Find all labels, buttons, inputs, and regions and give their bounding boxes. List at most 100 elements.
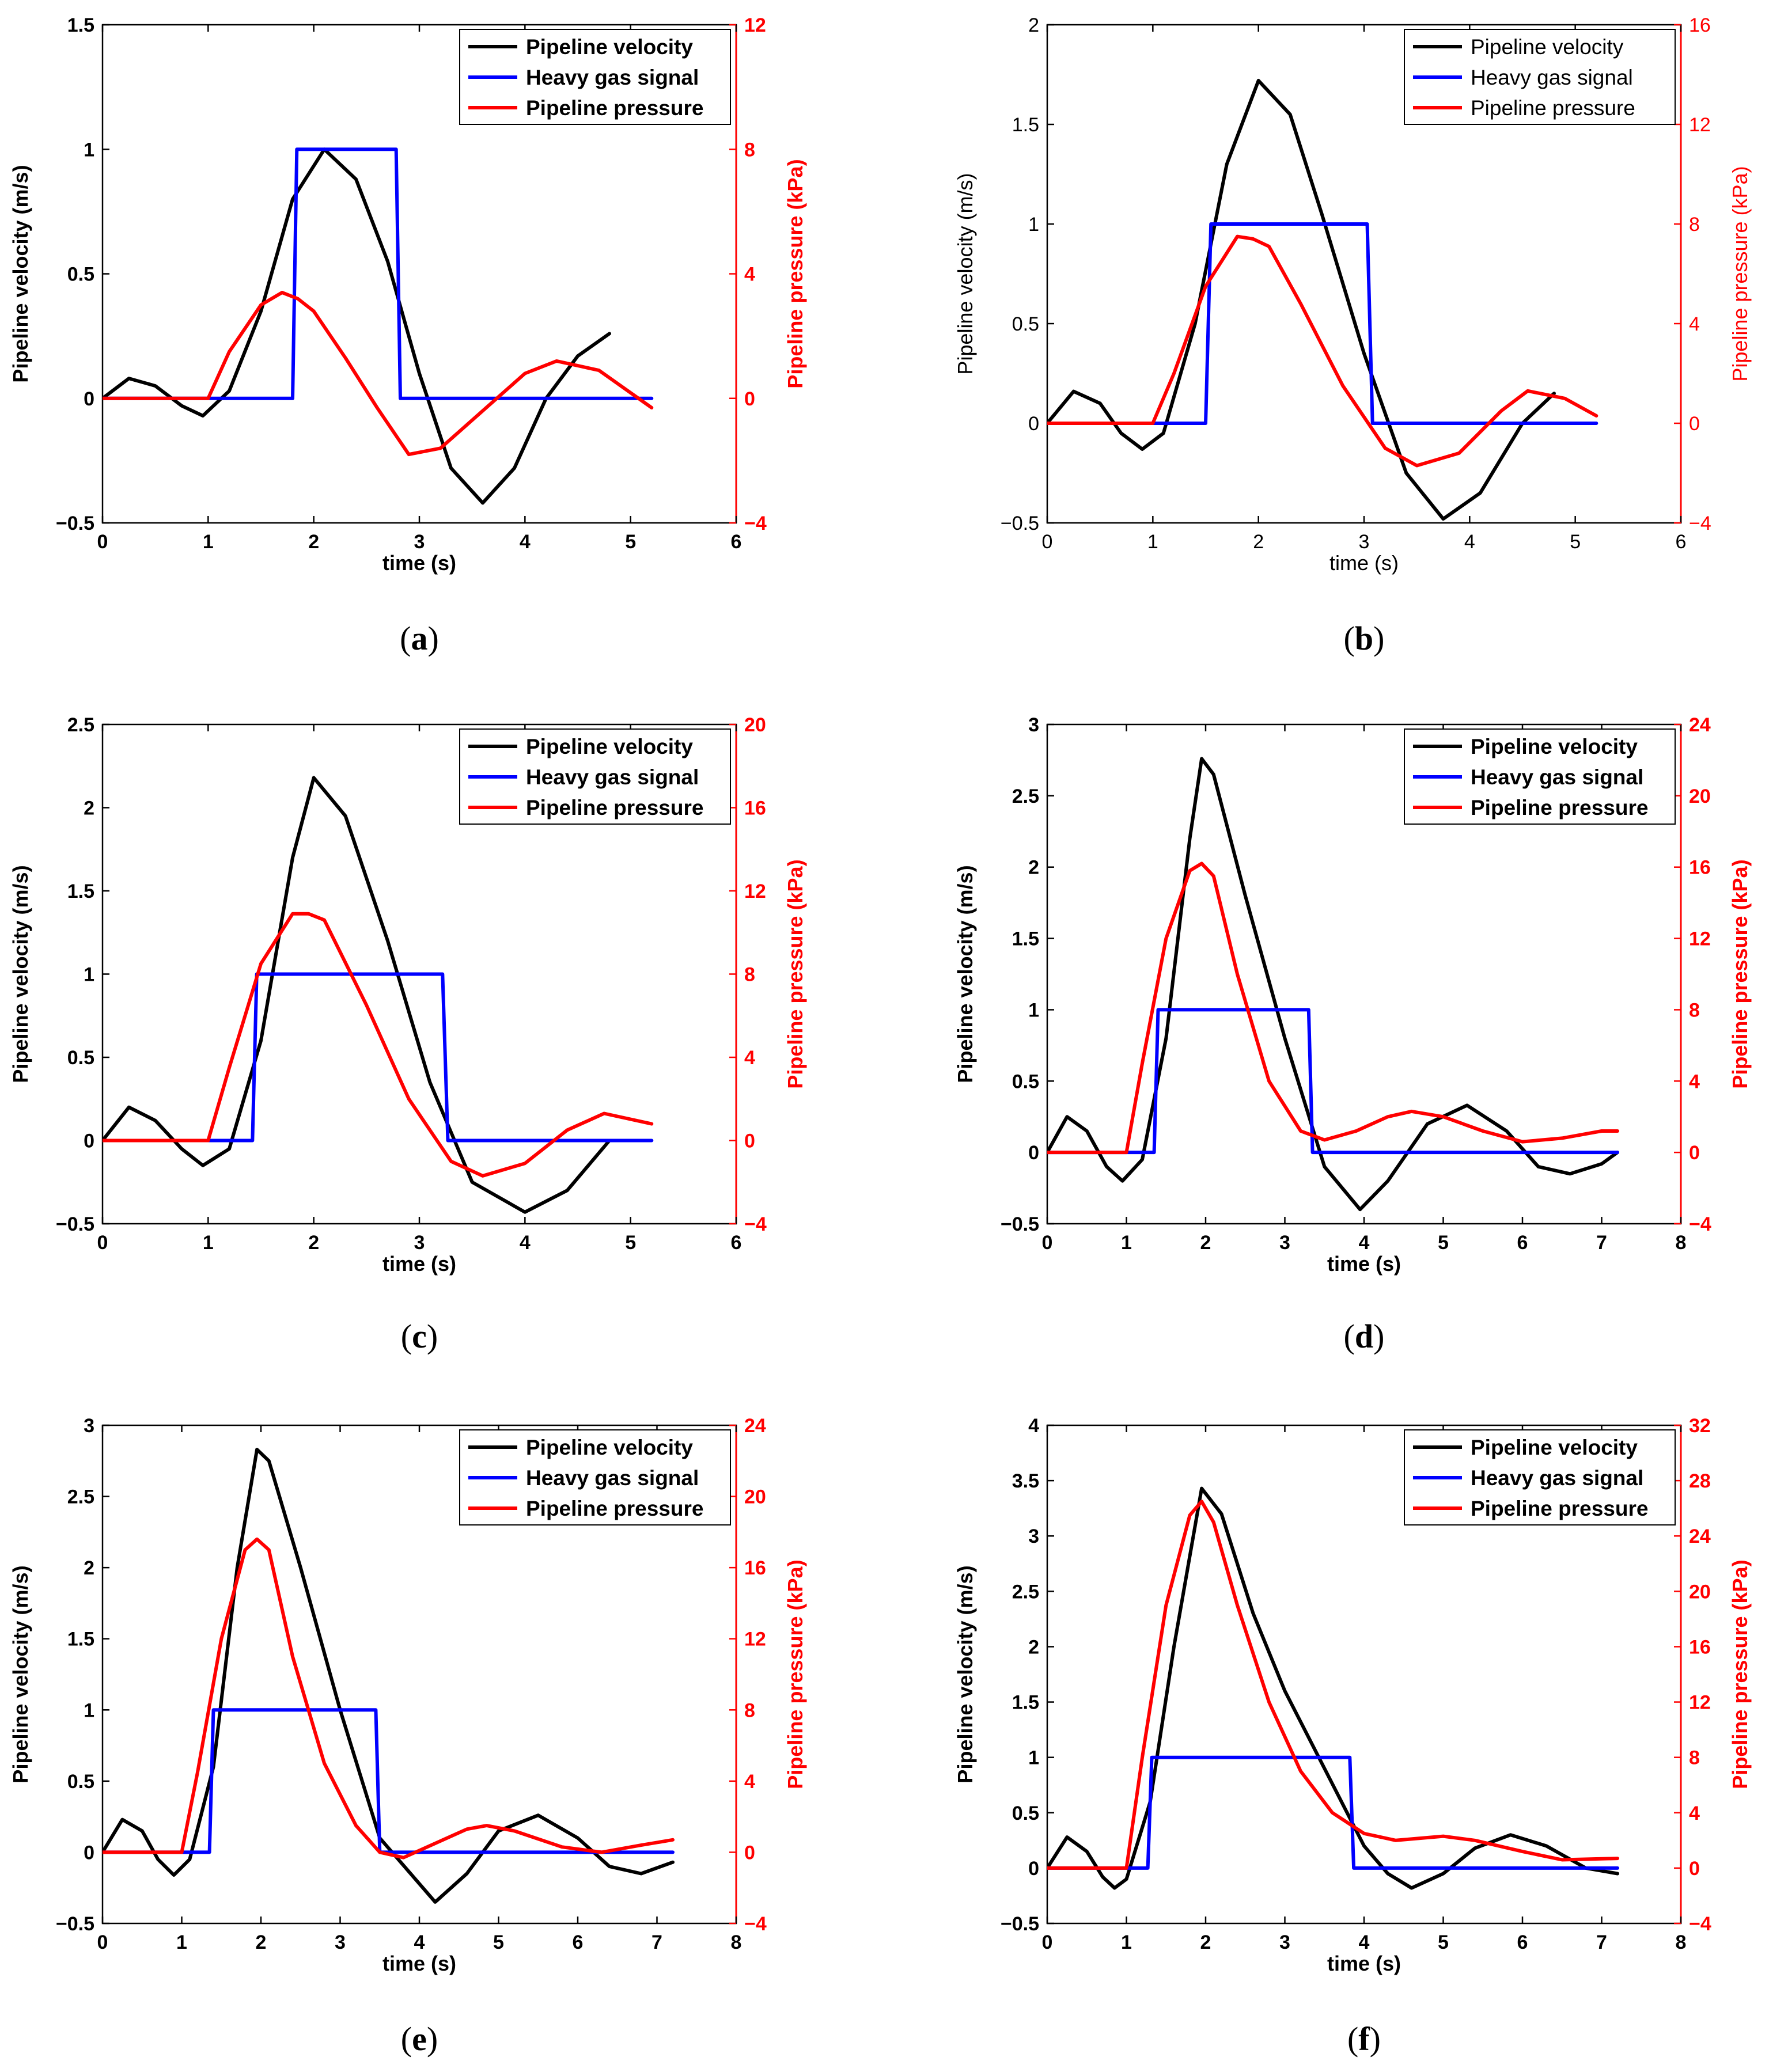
legend-label: Pipeline pressure	[526, 96, 703, 120]
subfigure-caption: (a)	[400, 620, 439, 657]
series-line-pipeline-pressure	[1047, 234, 1598, 468]
series-line-pipeline-velocity	[103, 147, 611, 505]
y2-tick-label: 24	[1689, 714, 1711, 736]
y-tick-label: 3	[84, 1415, 94, 1437]
y2-tick-label: 8	[744, 964, 755, 986]
y2-tick-label: 20	[744, 1486, 766, 1508]
subfigure-caption: (d)	[1344, 1318, 1385, 1355]
x-tick-label: 4	[1359, 1232, 1370, 1254]
y-tick-label: 1	[1028, 214, 1039, 236]
y-tick-label: 2	[1028, 14, 1039, 36]
legend-label: Pipeline velocity	[1471, 735, 1638, 758]
y-axis-label: Pipeline velocity (m/s)	[9, 1565, 32, 1783]
series-line-heavy-gas-signal	[103, 972, 654, 1143]
y2-tick-label: 4	[1689, 313, 1700, 335]
x-tick-label: 4	[414, 1931, 425, 1953]
x-tick-label: 5	[493, 1931, 504, 1953]
y-tick-label: 0.5	[1012, 1802, 1039, 1824]
series-line-pipeline-velocity	[1047, 757, 1619, 1212]
chart-d: 0 1 2 3 4 5 6 7 8−0.500.511.522.53−404812162024t…	[953, 714, 1752, 1355]
y2-tick-label: −4	[744, 1913, 767, 1935]
x-tick-label: 3	[335, 1931, 346, 1953]
series-line-heavy-gas-signal	[103, 147, 654, 400]
y-tick-label: 0.5	[67, 1047, 94, 1069]
x-tick-label: 2	[1200, 1931, 1211, 1953]
series-line-heavy-gas-signal	[1047, 1755, 1619, 1870]
y-tick-label: 3	[1028, 714, 1039, 736]
x-axis-label: time (s)	[1327, 1952, 1401, 1975]
x-axis-label: time (s)	[382, 1952, 456, 1975]
x-tick-label: 0	[1042, 1931, 1053, 1953]
legend-label: Pipeline pressure	[1471, 796, 1648, 819]
series-line-heavy-gas-signal	[1047, 222, 1598, 425]
subfigure-caption: (f)	[1347, 2020, 1381, 2058]
y-tick-label: 1	[1028, 999, 1039, 1021]
series-line-pipeline-pressure	[103, 1537, 675, 1860]
y2-tick-label: 12	[1689, 114, 1711, 136]
y2-tick-label: 4	[744, 1771, 755, 1793]
y-tick-label: 1.5	[67, 14, 94, 36]
x-tick-label: 8	[731, 1931, 742, 1953]
y2-tick-label: 0	[1689, 1858, 1700, 1880]
legend-label: Heavy gas signal	[526, 1466, 699, 1490]
x-tick-label: 3	[414, 531, 425, 553]
legend-label: Heavy gas signal	[526, 765, 699, 789]
y2-tick-label: 12	[1689, 1692, 1711, 1714]
x-tick-label: 7	[1596, 1931, 1607, 1953]
y-tick-label: 1.5	[1012, 114, 1039, 136]
legend-label: Pipeline pressure	[1471, 96, 1635, 120]
x-tick-label: 2	[256, 1931, 267, 1953]
y-axis-label: Pipeline velocity (m/s)	[9, 165, 32, 382]
series-line-pipeline-velocity	[103, 1448, 675, 1904]
x-tick-label: 1	[1121, 1232, 1132, 1254]
x-tick-label: 0	[97, 1232, 108, 1254]
y-axis-label: Pipeline velocity (m/s)	[953, 865, 977, 1083]
x-axis-label: time (s)	[1327, 1252, 1401, 1276]
x-tick-label: 6	[731, 531, 742, 553]
y2-tick-label: 16	[1689, 857, 1711, 879]
y2-tick-label: 12	[744, 1629, 766, 1650]
series-line-heavy-gas-signal	[103, 1708, 675, 1854]
y-tick-label: 0.5	[1012, 1071, 1039, 1092]
y2-tick-label: 16	[1689, 1636, 1711, 1658]
y2-tick-label: 16	[744, 798, 766, 819]
x-tick-label: 5	[1570, 531, 1581, 553]
x-tick-label: 1	[203, 531, 214, 553]
x-tick-label: 6	[1517, 1232, 1528, 1254]
legend-label: Heavy gas signal	[1471, 66, 1633, 89]
y-tick-label: 0	[1028, 1142, 1039, 1164]
x-tick-label: 3	[1279, 1232, 1290, 1254]
y-tick-label: 1	[84, 1699, 94, 1721]
x-tick-label: 4	[1464, 531, 1475, 553]
x-tick-label: 2	[308, 531, 319, 553]
y2-tick-label: 8	[744, 1699, 755, 1721]
y-tick-label: −0.5	[1001, 1213, 1039, 1235]
y-tick-label: 0	[84, 1130, 94, 1152]
legend-label: Pipeline velocity	[526, 35, 693, 59]
y-tick-label: 0	[1028, 1858, 1039, 1880]
legend-label: Heavy gas signal	[526, 66, 699, 89]
y-tick-label: 1.5	[1012, 928, 1039, 950]
y-axis-label: Pipeline velocity (m/s)	[953, 1565, 977, 1783]
x-tick-label: 5	[1438, 1232, 1449, 1254]
legend-label: Pipeline velocity	[1471, 1436, 1638, 1459]
y2-tick-label: 16	[1689, 14, 1711, 36]
y2-tick-label: −4	[1689, 513, 1711, 534]
chart-f: 0 1 2 3 4 5 6 7 8−0.500.511.522.533.54−404812162…	[953, 1415, 1752, 2058]
y-tick-label: 3	[1028, 1525, 1039, 1547]
y2-axis-label: Pipeline pressure (kPa)	[1728, 166, 1752, 381]
y2-axis-label: Pipeline pressure (kPa)	[783, 1559, 807, 1789]
y-tick-label: 0.5	[67, 1771, 94, 1793]
y-tick-label: 3.5	[1012, 1470, 1039, 1492]
series-line-pipeline-pressure	[1047, 862, 1619, 1155]
series-line-pipeline-pressure	[103, 912, 654, 1178]
x-axis-label: time (s)	[382, 551, 456, 575]
y-tick-label: 0.5	[67, 264, 94, 286]
series-line-pipeline-velocity	[1047, 1486, 1619, 1890]
y-tick-label: 1	[84, 964, 94, 986]
y2-tick-label: 0	[1689, 1142, 1700, 1164]
y2-tick-label: 28	[1689, 1470, 1711, 1492]
legend-label: Pipeline pressure	[1471, 1497, 1648, 1520]
